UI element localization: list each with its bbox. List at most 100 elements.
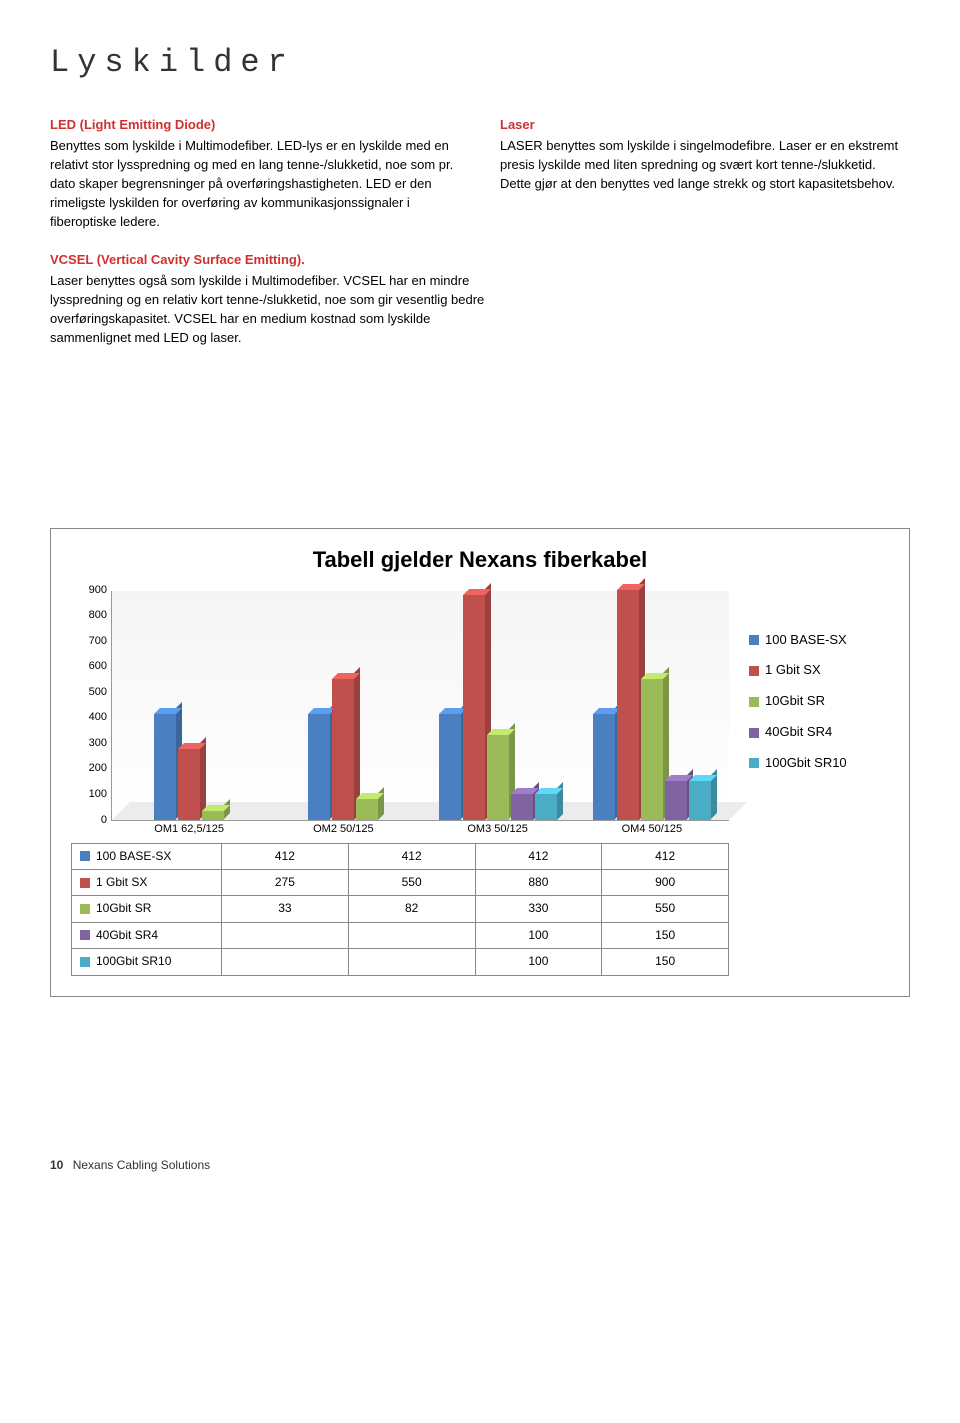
table-cell: 550	[602, 896, 729, 922]
table-row: 10Gbit SR3382330550	[72, 896, 729, 922]
legend-item: 100 BASE-SX	[749, 631, 889, 650]
chart-legend: 100 BASE-SX 1 Gbit SX 10Gbit SR 40Gbit SR4 1…	[749, 591, 889, 976]
row-swatch	[80, 930, 90, 940]
bar	[356, 799, 378, 820]
bar	[178, 749, 200, 819]
bar	[641, 679, 663, 820]
row-swatch	[80, 904, 90, 914]
legend-label: 10Gbit SR	[765, 692, 825, 711]
led-heading: LED (Light Emitting Diode)	[50, 116, 460, 135]
bar	[439, 714, 461, 819]
bar	[511, 794, 533, 820]
y-axis-labels: 9008007006005004003002001000	[71, 591, 111, 821]
table-cell: 412	[222, 843, 349, 869]
bar	[332, 679, 354, 820]
y-tick: 700	[89, 634, 107, 650]
y-tick: 500	[89, 685, 107, 701]
row-swatch	[80, 878, 90, 888]
table-row: 100 BASE-SX412412412412	[72, 843, 729, 869]
chart-title: Tabell gjelder Nexans fiberkabel	[71, 544, 889, 576]
data-table: 100 BASE-SX4124124124121 Gbit SX27555088…	[71, 843, 729, 976]
bar-group: OM2 50/125	[266, 591, 420, 820]
legend-item: 10Gbit SR	[749, 692, 889, 711]
table-cell: 550	[348, 869, 475, 895]
led-section: LED (Light Emitting Diode) Benyttes som …	[50, 116, 460, 231]
series-label-cell: 10Gbit SR	[72, 896, 222, 922]
bar-groups: OM1 62,5/125OM2 50/125OM3 50/125OM4 50/1…	[112, 591, 729, 820]
series-label-cell: 1 Gbit SX	[72, 869, 222, 895]
laser-heading: Laser	[500, 116, 910, 135]
table-cell	[222, 922, 349, 948]
row-swatch	[80, 851, 90, 861]
table-cell	[348, 922, 475, 948]
page-title: Lyskilder	[50, 40, 910, 86]
table-cell: 100	[475, 949, 602, 975]
y-tick: 900	[89, 583, 107, 599]
y-tick: 600	[89, 659, 107, 675]
legend-label: 100Gbit SR10	[765, 754, 847, 773]
x-tick: OM3 50/125	[421, 822, 575, 838]
bar-group: OM3 50/125	[421, 591, 575, 820]
row-label-text: 1 Gbit SX	[96, 874, 147, 891]
table-cell: 412	[475, 843, 602, 869]
series-label-cell: 100 BASE-SX	[72, 843, 222, 869]
bar	[593, 714, 615, 819]
row-label-text: 10Gbit SR	[96, 900, 151, 917]
table-cell	[222, 949, 349, 975]
led-body: Benyttes som lyskilde i Multimodefiber. …	[50, 137, 460, 231]
legend-item: 40Gbit SR4	[749, 723, 889, 742]
legend-swatch	[749, 666, 759, 676]
vcsel-section: VCSEL (Vertical Cavity Surface Emitting)…	[50, 251, 490, 347]
legend-label: 1 Gbit SX	[765, 661, 821, 680]
bar	[689, 781, 711, 819]
intro-columns: LED (Light Emitting Diode) Benyttes som …	[50, 116, 910, 231]
x-tick: OM4 50/125	[575, 822, 729, 838]
table-row: 100Gbit SR10 100150	[72, 949, 729, 975]
x-tick: OM2 50/125	[266, 822, 420, 838]
table-cell: 150	[602, 922, 729, 948]
bar	[463, 595, 485, 820]
legend-label: 40Gbit SR4	[765, 723, 832, 742]
table-row: 40Gbit SR4 100150	[72, 922, 729, 948]
bar	[665, 781, 687, 819]
bar	[154, 714, 176, 819]
legend-swatch	[749, 697, 759, 707]
bar-group: OM1 62,5/125	[112, 591, 266, 820]
bar	[487, 735, 509, 819]
laser-body: LASER benyttes som lyskilde i singelmode…	[500, 137, 910, 194]
series-label-cell: 100Gbit SR10	[72, 949, 222, 975]
footer-text: Nexans Cabling Solutions	[73, 1158, 210, 1172]
bar	[202, 811, 224, 819]
table-cell: 82	[348, 896, 475, 922]
vcsel-heading: VCSEL (Vertical Cavity Surface Emitting)…	[50, 251, 490, 270]
table-cell: 100	[475, 922, 602, 948]
y-tick: 0	[101, 813, 107, 829]
chart-container: Tabell gjelder Nexans fiberkabel 900 800 7…	[50, 528, 910, 997]
vcsel-body: Laser benyttes også som lyskilde i Multi…	[50, 272, 490, 347]
bar	[617, 590, 639, 820]
series-label-cell: 40Gbit SR4	[72, 922, 222, 948]
bar	[535, 794, 557, 820]
row-swatch	[80, 957, 90, 967]
y-tick: 100	[89, 787, 107, 803]
y-tick: 300	[89, 736, 107, 752]
bar-group: OM4 50/125	[575, 591, 729, 820]
row-label-text: 100Gbit SR10	[96, 953, 171, 970]
table-cell: 33	[222, 896, 349, 922]
legend-swatch	[749, 635, 759, 645]
table-cell: 412	[348, 843, 475, 869]
y-tick: 800	[89, 608, 107, 624]
table-cell	[348, 949, 475, 975]
laser-section: Laser LASER benyttes som lyskilde i sing…	[500, 116, 910, 231]
table-cell: 150	[602, 949, 729, 975]
legend-swatch	[749, 728, 759, 738]
bar	[308, 714, 330, 819]
chart-plot: OM1 62,5/125OM2 50/125OM3 50/125OM4 50/1…	[111, 591, 729, 821]
legend-item: 1 Gbit SX	[749, 661, 889, 680]
page-number: 10	[50, 1158, 63, 1172]
table-row: 1 Gbit SX275550880900	[72, 869, 729, 895]
table-cell: 880	[475, 869, 602, 895]
table-cell: 275	[222, 869, 349, 895]
legend-label: 100 BASE-SX	[765, 631, 847, 650]
y-tick: 400	[89, 710, 107, 726]
